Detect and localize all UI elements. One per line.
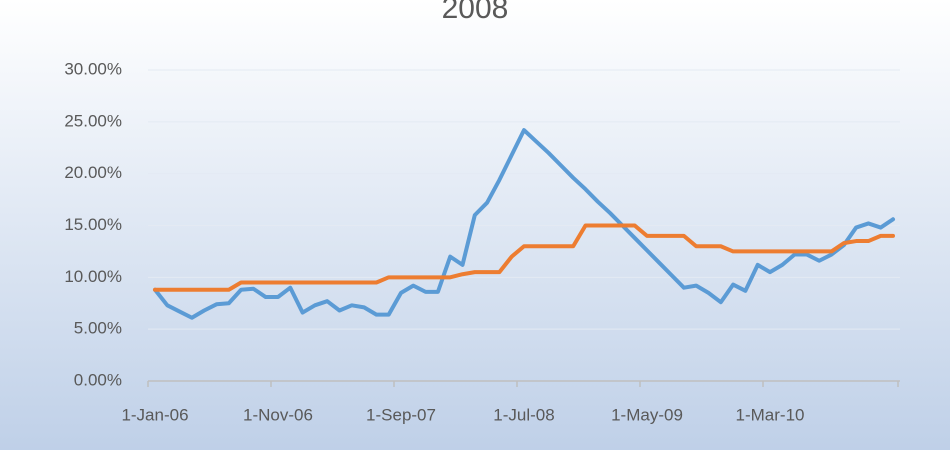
x-tick-label: 1-Nov-06 <box>243 405 313 424</box>
x-tick-label: 1-May-09 <box>611 405 683 424</box>
series-line <box>153 223 895 292</box>
y-tick-label: 10.00% <box>64 267 122 286</box>
x-tick-label: 1-Jul-08 <box>493 405 554 424</box>
chart-title: 2008 <box>442 0 509 25</box>
x-tick-label: 1-Jan-06 <box>121 405 188 424</box>
series-line <box>153 128 895 320</box>
y-tick-label: 20.00% <box>64 163 122 182</box>
y-tick-label: 25.00% <box>64 111 122 130</box>
x-tick-label: 1-Sep-07 <box>366 405 436 424</box>
y-tick-label: 0.00% <box>74 370 122 389</box>
y-tick-label: 30.00% <box>64 59 122 78</box>
x-tick-label: 1-Mar-10 <box>736 405 805 424</box>
y-tick-label: 5.00% <box>74 319 122 338</box>
y-tick-label: 15.00% <box>64 215 122 234</box>
